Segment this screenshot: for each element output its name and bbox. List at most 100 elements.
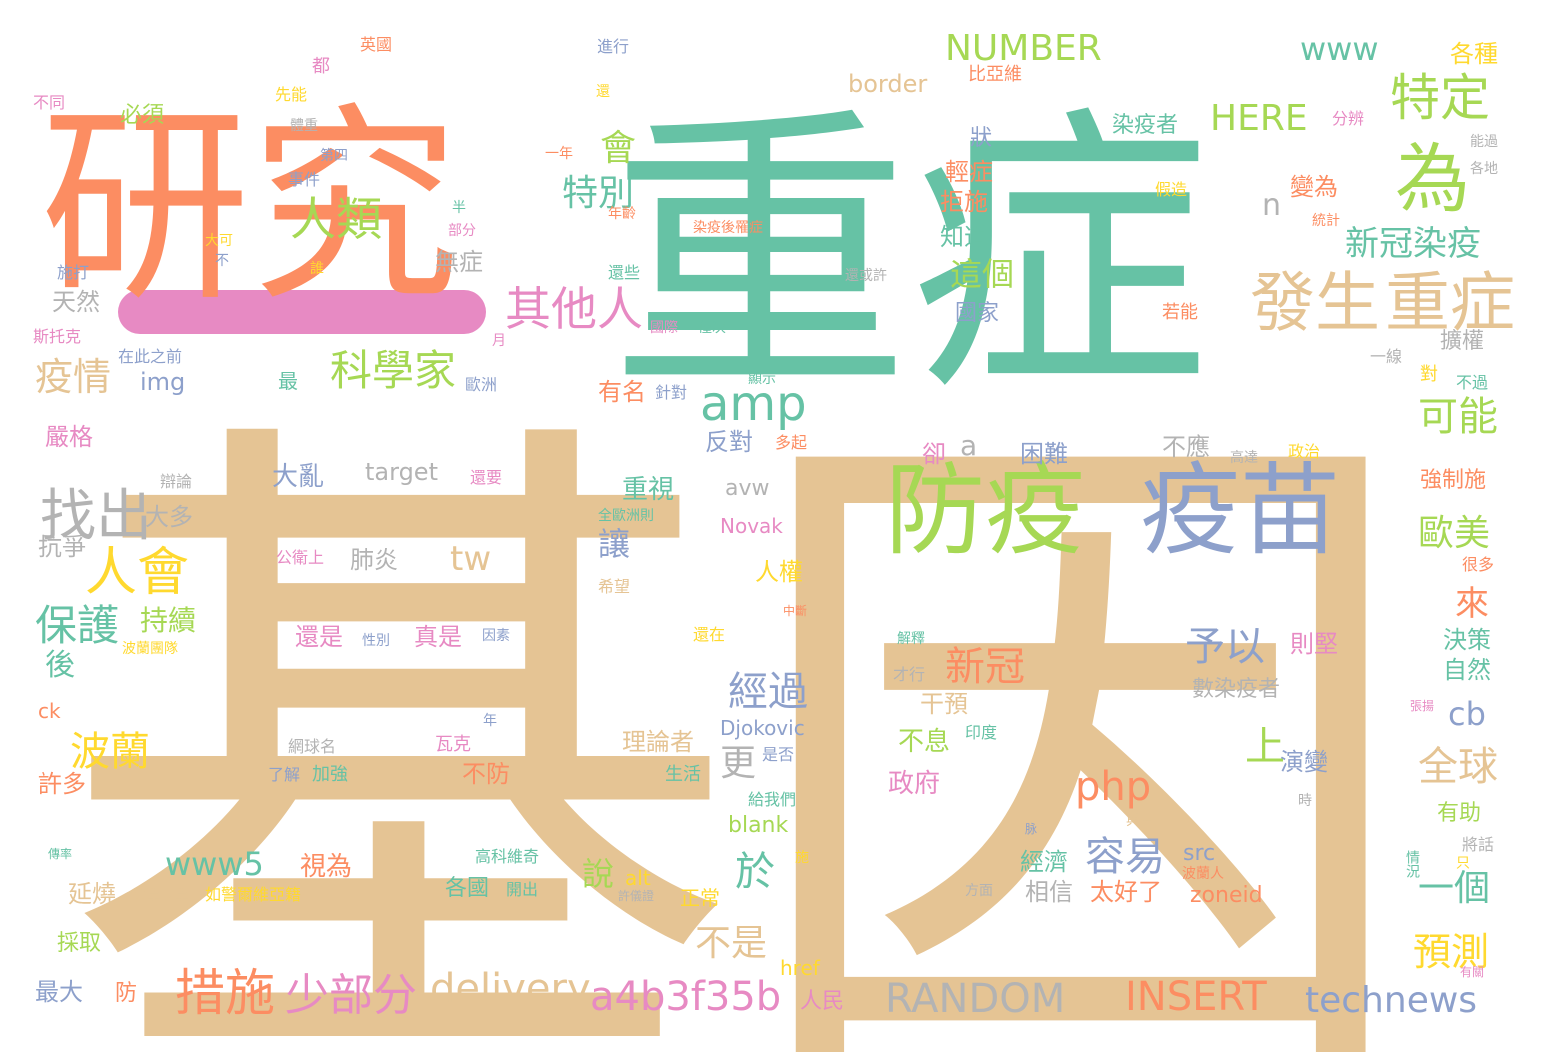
cloud-word: 經濟 [1020, 848, 1068, 876]
cloud-word: Novak [720, 514, 783, 538]
cloud-word: 視為 [300, 852, 352, 882]
cloud-word: 容易 [1085, 834, 1165, 880]
cloud-word: 發生 [1250, 266, 1380, 341]
cloud-word: alt [625, 866, 651, 890]
cloud-word: 正常 [680, 886, 720, 910]
cloud-word: 許多 [38, 770, 86, 798]
cloud-word: 予以 [1185, 624, 1265, 670]
cloud-word: 誰 [310, 261, 324, 277]
cloud-word: NUMBER [945, 28, 1102, 69]
cloud-word: 上 [1245, 724, 1285, 770]
cloud-word: 預測 [1413, 930, 1489, 974]
cloud-word: 很多 [1462, 555, 1494, 574]
cloud-word: 英國 [360, 35, 392, 54]
cloud-word: 多起 [775, 433, 807, 452]
cloud-word: 各地 [1470, 161, 1498, 177]
cloud-word: 人民 [800, 989, 844, 1014]
cloud-word: 脉 [1025, 821, 1037, 836]
cloud-word: 則堅 [1290, 630, 1338, 658]
cloud-word: 人類 [290, 192, 382, 246]
cloud-word: 印度 [965, 723, 997, 742]
cloud-word: 政府 [888, 769, 940, 799]
cloud-word: 是否 [762, 745, 794, 764]
cloud-word: 顯示 [748, 371, 776, 387]
cloud-word: www [1300, 30, 1379, 68]
cloud-word: 重視 [622, 475, 674, 505]
cloud-word: 有助 [1437, 801, 1481, 826]
cloud-word: tw [450, 539, 491, 579]
cloud-word: src [1183, 841, 1215, 866]
cloud-word: 這個 [950, 255, 1014, 293]
cloud-word: 傳率 [48, 846, 72, 861]
cloud-word: 張揚 [1410, 699, 1434, 713]
cloud-word: 不防 [462, 760, 510, 788]
cloud-word: 歐洲 [465, 375, 497, 394]
cloud-word: 大可 [205, 233, 233, 249]
cloud-word: 特定 [1390, 69, 1490, 127]
cloud-word: 演變 [1280, 748, 1328, 776]
cloud-word: 能過 [1470, 134, 1498, 150]
cloud-word: 科學家 [330, 346, 456, 395]
cloud-word: 疫情 [35, 355, 111, 399]
cloud-word: 特別 [562, 173, 634, 214]
cloud-word: 針對 [655, 383, 687, 402]
cloud-word: 最大 [35, 978, 83, 1006]
cloud-word: delivery [430, 966, 591, 1012]
cloud-word: 還是 [295, 623, 343, 651]
cloud-word: 防疫 [885, 452, 1085, 569]
cloud-word: 波蘭團隊 [122, 641, 178, 657]
cloud-word: img [140, 368, 185, 396]
cloud-word: 希望 [598, 577, 630, 596]
cloud-word: 高科維奇 [475, 847, 539, 866]
cloud-word: 還要 [470, 468, 502, 487]
cloud-word: ck [38, 699, 61, 723]
cloud-word: 干預 [920, 690, 968, 718]
cloud-word: 大多 [145, 503, 193, 531]
cloud-word: 都 [312, 56, 330, 77]
cloud-word: 部分 [448, 223, 476, 239]
cloud-word: Djokovic [720, 716, 805, 740]
cloud-word: RANDOM [885, 976, 1065, 1022]
cloud-word: 全歐洲則 [598, 507, 654, 524]
cloud-word: 找出 [40, 484, 152, 549]
cloud-word: 進行 [597, 37, 629, 56]
cloud-word: 不同 [33, 93, 65, 112]
cloud-word: 真是 [414, 623, 462, 651]
cloud-word: 與否 [1126, 813, 1154, 829]
cloud-word: 太好了 [1090, 878, 1162, 906]
cloud-word: 有關 [1460, 965, 1484, 979]
cloud-word: 還或許 [845, 268, 887, 284]
cloud-word: 於 [735, 849, 775, 895]
cloud-word: 必須 [120, 103, 164, 128]
cloud-word: 不過 [1456, 373, 1488, 392]
cloud-word: 少部分 [285, 970, 417, 1021]
cloud-word: 疫苗 [1140, 452, 1340, 569]
cloud-word: href [780, 956, 821, 980]
cloud-word: border [848, 70, 927, 98]
cloud-word: 分辨 [1332, 109, 1364, 128]
cloud-word: 事件 [288, 170, 320, 189]
cloud-word: blank [728, 813, 789, 838]
cloud-word: 才行 [893, 665, 925, 684]
cloud-word: 高達 [1230, 449, 1258, 466]
cloud-word: 決策 [1443, 626, 1491, 654]
cloud-word: 不息 [898, 727, 950, 757]
cloud-word: 新冠 [945, 644, 1025, 690]
cloud-word: 年 [483, 713, 497, 729]
cloud-word: 染疫後罹症 [693, 220, 763, 236]
cloud-word: INSERT [1125, 974, 1267, 1020]
cloud-word: 說 [582, 855, 614, 893]
cloud-word: 知道 [940, 223, 988, 251]
cloud-word: amp [700, 376, 807, 432]
cloud-word: 經過 [728, 669, 808, 715]
cloud-word: 加強 [312, 764, 348, 785]
cloud-word: 年齡 [608, 206, 636, 222]
cloud-word: 還 [596, 84, 610, 100]
cloud-word: 人會 [85, 543, 189, 603]
cloud-word: 不 [215, 253, 229, 269]
cloud-word: 變為 [1290, 173, 1338, 201]
cloud-word: 一年 [545, 146, 573, 162]
cloud-word: target [365, 458, 438, 486]
cloud-word: 抗爭 [38, 533, 86, 561]
cloud-word: 基因 [60, 370, 1420, 1052]
